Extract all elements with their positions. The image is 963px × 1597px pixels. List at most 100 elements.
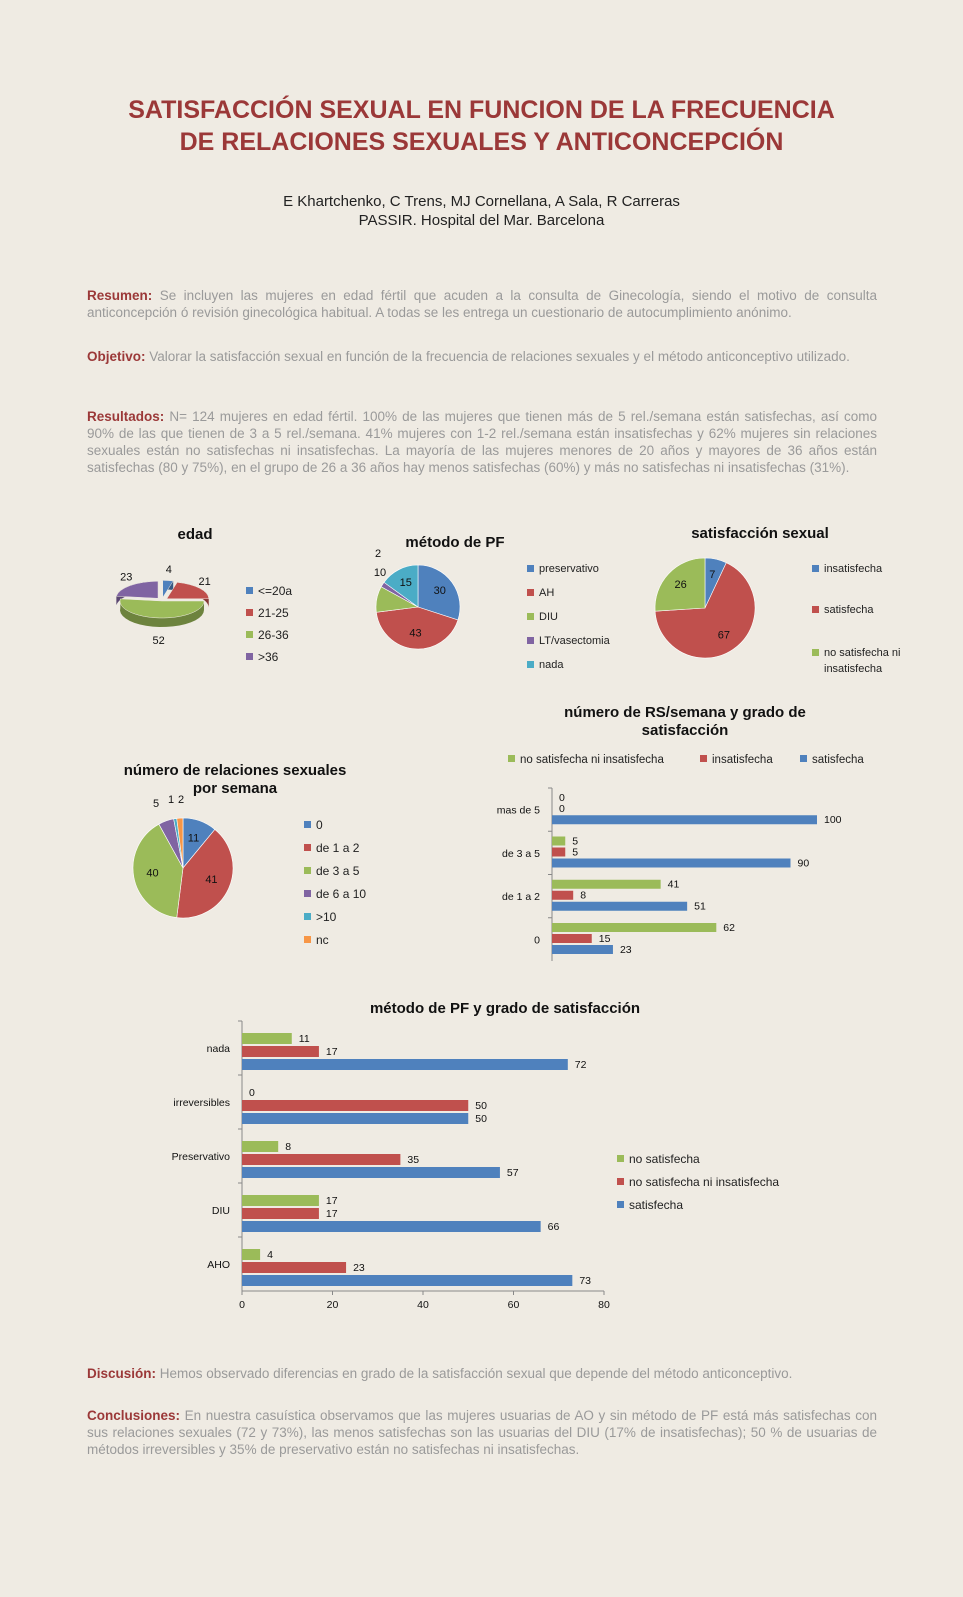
- bar-value-label: 11: [299, 1033, 310, 1045]
- objetivo-label: Objetivo:: [87, 349, 146, 364]
- pie-slice: [162, 580, 174, 599]
- legend-label: de 3 a 5: [316, 864, 360, 878]
- bar-value-label: 0: [249, 1087, 255, 1099]
- bar: [242, 1100, 469, 1111]
- legend-item: satisfecha: [617, 1198, 683, 1212]
- pie-slice: [176, 829, 234, 919]
- legend-swatch: [800, 755, 807, 763]
- objetivo-text: Valorar la satisfacción sexual en funció…: [149, 349, 850, 364]
- legend-item: DIU: [527, 611, 558, 623]
- category-label: mas de 5: [497, 805, 540, 817]
- bar-value-label: 4: [267, 1249, 273, 1261]
- chart-title-edad: edad: [177, 526, 213, 543]
- legend-swatch: [304, 913, 311, 921]
- bar: [552, 945, 613, 954]
- legend-swatch: [508, 755, 515, 763]
- data-label: 30: [434, 585, 446, 597]
- legend-item: 21-25: [246, 606, 289, 620]
- pie-slice: [116, 581, 159, 599]
- data-label: 21: [199, 576, 211, 588]
- bar: [242, 1113, 469, 1124]
- data-label: 43: [409, 628, 421, 640]
- bar: [552, 858, 791, 868]
- bar: [552, 879, 661, 889]
- legend-label: >10: [316, 910, 337, 924]
- bar-value-label: 41: [668, 879, 680, 891]
- data-label: 23: [120, 572, 132, 584]
- resumen-section: Resumen: Se incluyen las mujeres en edad…: [87, 287, 877, 321]
- legend-label: nc: [316, 933, 329, 947]
- bar: [552, 815, 817, 825]
- legend-label: no satisfecha ni insatisfecha: [520, 754, 664, 766]
- bar-value-label: 17: [326, 1046, 338, 1058]
- legend-label: insatisfecha: [712, 754, 773, 766]
- legend-label: satisfecha: [812, 754, 864, 766]
- legend-item: no satisfecha: [617, 1152, 700, 1166]
- legend-label: de 6 a 10: [316, 887, 367, 901]
- resumen-label: Resumen:: [87, 288, 153, 303]
- legend-swatch: [617, 1155, 624, 1163]
- legend-item: <=20a: [246, 584, 292, 598]
- title-line-1: SATISFACCIÓN SEXUAL EN FUNCION DE LA FRE…: [128, 96, 835, 124]
- discusion-text: Hemos observado diferencias en grado de …: [159, 1366, 793, 1381]
- pie-slice: [375, 606, 459, 650]
- bar-value-label: 50: [475, 1113, 487, 1125]
- bar: [242, 1167, 500, 1178]
- data-label: 11: [188, 833, 199, 845]
- conclusiones-text: En nuestra casuística observamos que las…: [87, 1408, 877, 1457]
- data-label: 2: [178, 794, 184, 806]
- legend-swatch: [304, 821, 311, 829]
- legend-label: no satisfecha ni insatisfecha: [824, 647, 901, 675]
- author-names: E Khartchenko, C Trens, MJ Cornellana, A…: [283, 193, 680, 210]
- conclusiones-section: Conclusiones: En nuestra casuística obse…: [87, 1407, 877, 1458]
- legend-swatch: [812, 605, 819, 613]
- legend-label: 0: [316, 818, 323, 832]
- legend-item: no satisfecha ni insatisfecha: [508, 754, 664, 766]
- bar-value-label: 23: [620, 944, 632, 956]
- data-label: 40: [146, 868, 158, 880]
- resultados-section: Resultados: N= 124 mujeres en edad férti…: [87, 408, 877, 476]
- legend-item: de 1 a 2: [304, 841, 359, 855]
- bar-value-label: 8: [580, 890, 586, 902]
- bar-value-label: 72: [575, 1059, 587, 1071]
- legend-item: no satisfecha ni insatisfecha: [617, 1175, 779, 1189]
- legend-swatch: [527, 636, 534, 644]
- category-label: nada: [207, 1043, 231, 1055]
- bar-value-label: 62: [723, 922, 735, 934]
- bar: [242, 1046, 319, 1057]
- legend-label: no satisfecha ni insatisfecha: [629, 1175, 780, 1189]
- category-label: 0: [534, 934, 540, 946]
- pie-slice: [417, 564, 461, 621]
- bar: [242, 1221, 541, 1232]
- category-label: irreversibles: [173, 1097, 230, 1109]
- data-label: 67: [718, 630, 730, 642]
- authors-block: E Khartchenko, C Trens, MJ Cornellana, A…: [0, 192, 963, 230]
- resultados-text: N= 124 mujeres en edad fértil. 100% de l…: [87, 409, 877, 475]
- legend-label: nada: [539, 659, 564, 671]
- category-label: de 3 a 5: [502, 848, 540, 860]
- bar: [242, 1262, 347, 1273]
- legend-swatch: [812, 564, 819, 572]
- resumen-text: Se incluyen las mujeres en edad fértil q…: [87, 288, 877, 320]
- discusion-section: Discusión: Hemos observado diferencias e…: [87, 1365, 877, 1382]
- bar: [552, 847, 566, 857]
- bar-value-label: 90: [798, 857, 810, 869]
- data-label: 7: [709, 569, 715, 581]
- bar-value-label: 66: [548, 1221, 560, 1233]
- chart-satisfaccion: 7 67 26: [654, 557, 756, 659]
- legend-swatch: [246, 631, 253, 639]
- legend-swatch: [527, 564, 534, 572]
- pie-slice: [654, 557, 706, 612]
- bar: [242, 1249, 261, 1260]
- legend-item: nc: [304, 933, 329, 947]
- legend-swatch: [246, 587, 253, 595]
- legend-label: de 1 a 2: [316, 841, 360, 855]
- x-tick-label: 80: [598, 1299, 610, 1311]
- x-tick-label: 60: [508, 1299, 520, 1311]
- legend-swatch: [304, 844, 311, 852]
- data-label: 41: [205, 874, 217, 886]
- author-affiliation: PASSIR. Hospital del Mar. Barcelona: [358, 212, 605, 229]
- legend-swatch: [304, 936, 311, 944]
- legend-swatch: [812, 648, 819, 656]
